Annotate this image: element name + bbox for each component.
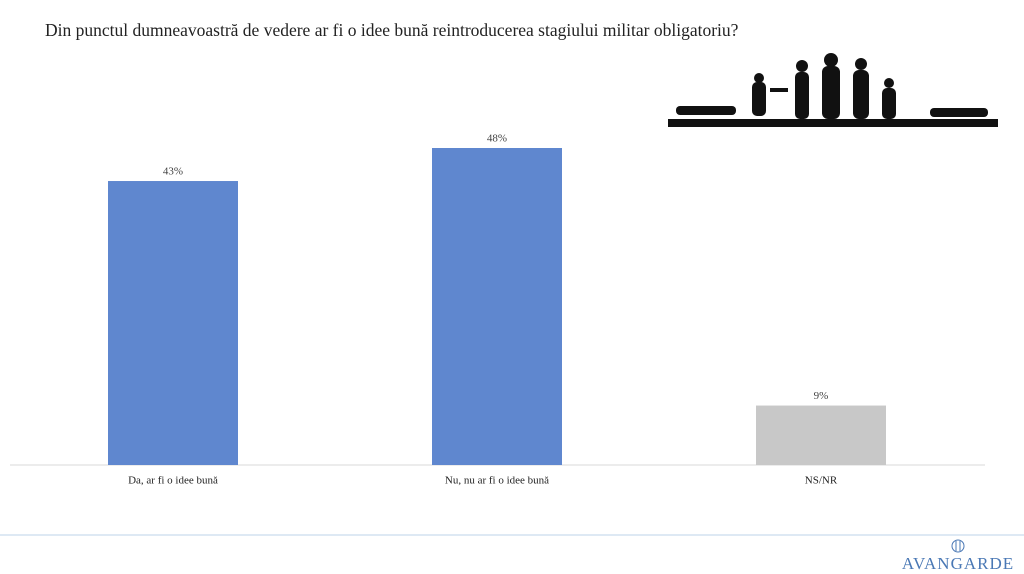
bar	[108, 181, 238, 466]
x-tick-label: Da, ar fi o idee bună	[128, 475, 218, 487]
value-label: 48%	[487, 133, 507, 145]
bar	[756, 405, 886, 465]
logo: AVANGARDE	[902, 554, 1014, 573]
value-label: 43%	[163, 166, 183, 178]
x-tick-label: NS/NR	[805, 475, 838, 487]
chart-title: Din punctul dumneavoastră de vedere ar f…	[45, 20, 739, 40]
bar	[432, 148, 562, 465]
x-tick-label: Nu, nu ar fi o idee bună	[445, 475, 549, 487]
logo-icon	[951, 539, 965, 553]
value-label: 9%	[814, 390, 829, 402]
soldiers-silhouette	[668, 53, 998, 127]
